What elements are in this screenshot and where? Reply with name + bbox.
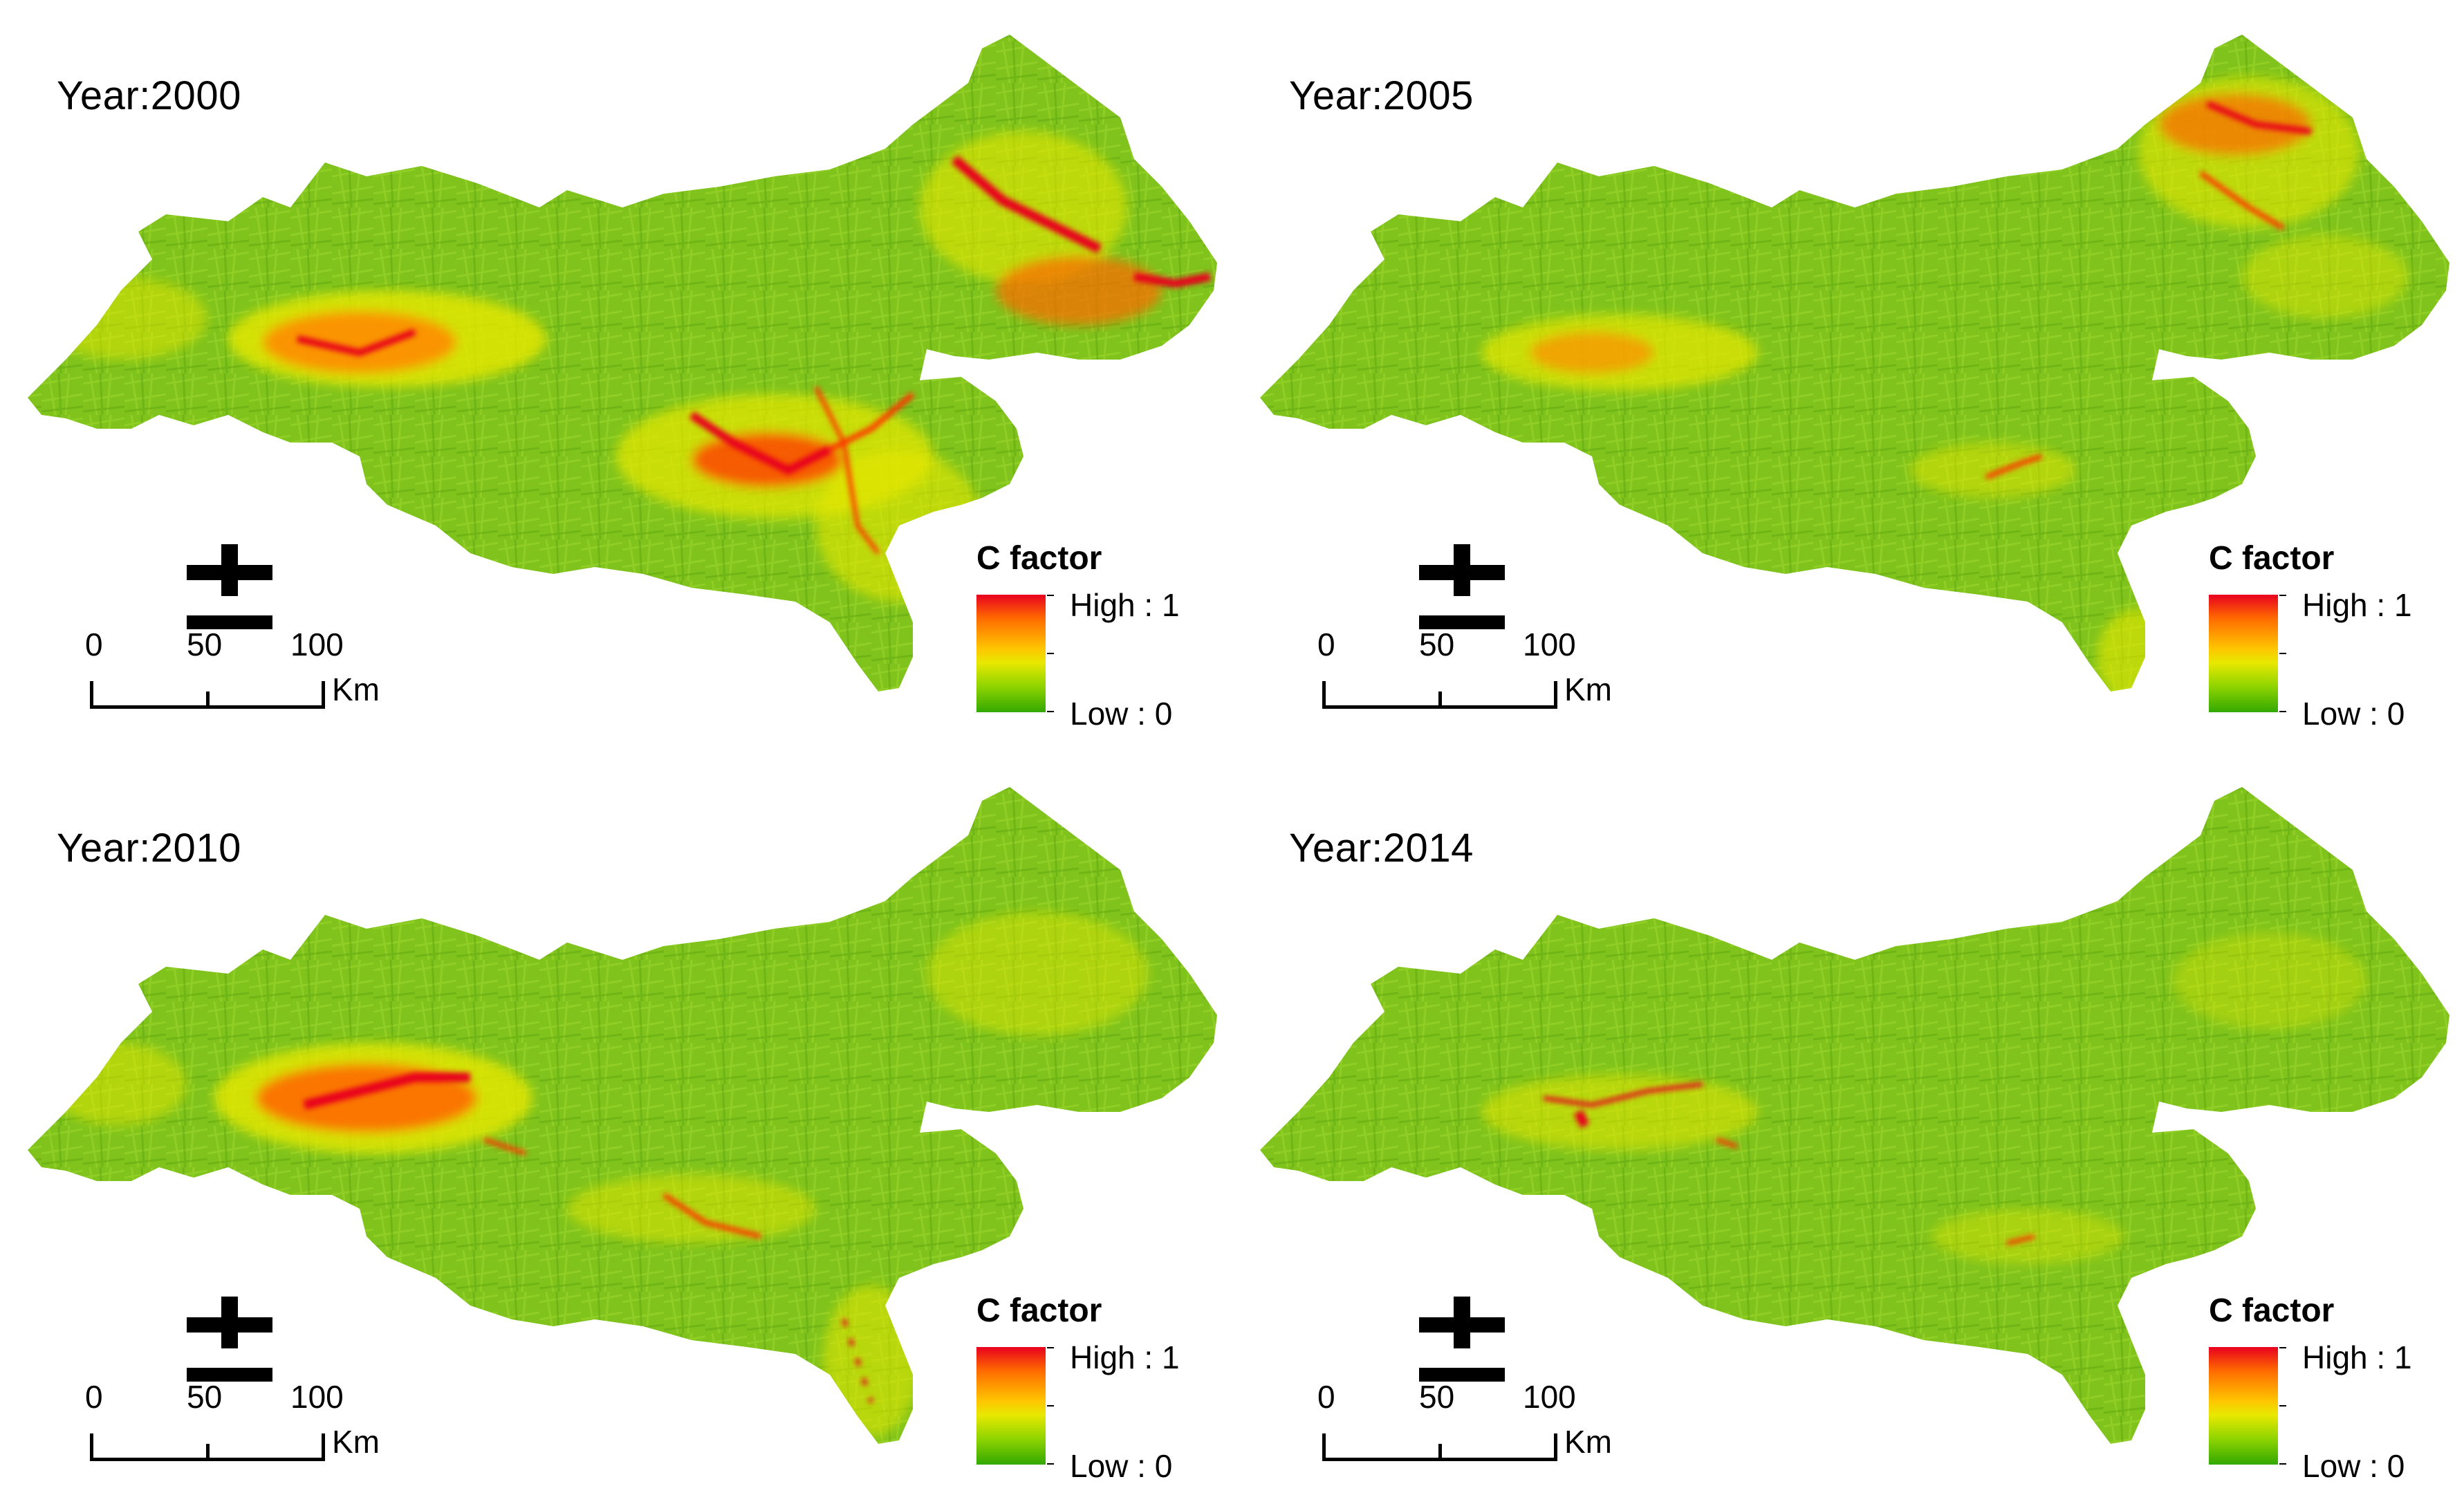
legend-tick bbox=[1047, 595, 1054, 596]
legend-high-label: High : 1 bbox=[2302, 1339, 2412, 1375]
legend: C factor High : 1 Low : 0 bbox=[976, 1292, 1225, 1499]
scale-tick bbox=[206, 691, 210, 709]
legend-color-ramp bbox=[2209, 595, 2278, 712]
scale-bar: 0 50 100 Km bbox=[1305, 1378, 1651, 1468]
north-arrow-icon bbox=[1419, 1297, 1505, 1382]
scale-unit: Km bbox=[332, 1424, 380, 1460]
legend-high-label: High : 1 bbox=[2302, 587, 2412, 623]
north-arrow-icon bbox=[187, 544, 272, 629]
north-arrow-icon bbox=[187, 1297, 272, 1382]
scale-tick-label: 0 bbox=[85, 1379, 103, 1415]
c-factor-map bbox=[1260, 787, 2449, 1444]
scale-tick bbox=[90, 681, 93, 709]
scale-bar: 0 50 100 Km bbox=[73, 626, 418, 716]
scale-bar: 0 50 100 Km bbox=[73, 1378, 418, 1468]
legend-low-label: Low : 0 bbox=[2302, 696, 2405, 732]
scale-tick bbox=[322, 1433, 325, 1461]
legend-tick bbox=[2279, 711, 2286, 712]
scale-tick bbox=[1322, 1433, 1326, 1461]
legend-tick bbox=[2279, 595, 2286, 596]
legend-tick bbox=[2279, 1347, 2286, 1348]
legend-tick bbox=[2279, 1405, 2286, 1406]
map-panel-2000: Year:2000 0 50 100 Km C factor High : 1 … bbox=[0, 0, 1232, 752]
year-label: Year:2000 bbox=[57, 73, 241, 118]
scale-unit: Km bbox=[332, 671, 380, 707]
scale-tick bbox=[1438, 691, 1442, 709]
legend-high-label: High : 1 bbox=[1070, 587, 1180, 623]
legend-color-ramp bbox=[976, 595, 1046, 712]
north-arrow-icon bbox=[1419, 544, 1505, 629]
scale-tick bbox=[1322, 681, 1326, 709]
scale-tick-label: 0 bbox=[85, 626, 103, 662]
legend-tick bbox=[1047, 1405, 1054, 1406]
map-panel-2014: Year:2014 0 50 100 Km C factor High : 1 … bbox=[1232, 752, 2464, 1504]
legend-low-label: Low : 0 bbox=[1070, 696, 1173, 732]
scale-tick-label: 50 bbox=[1419, 626, 1455, 662]
scale-unit: Km bbox=[1564, 671, 1612, 707]
scale-tick bbox=[1554, 681, 1557, 709]
legend-title: C factor bbox=[2209, 540, 2335, 577]
scale-tick bbox=[206, 1444, 210, 1461]
legend-tick bbox=[1047, 711, 1054, 712]
legend-tick bbox=[1047, 1347, 1054, 1348]
c-factor-map bbox=[1260, 35, 2449, 691]
legend-tick bbox=[1047, 1463, 1054, 1465]
scale-tick bbox=[90, 1433, 93, 1461]
c-factor-map bbox=[28, 35, 1217, 691]
c-factor-map bbox=[28, 787, 1217, 1444]
scale-tick-label: 100 bbox=[290, 626, 344, 662]
scale-tick-label: 100 bbox=[290, 1379, 344, 1415]
scale-tick bbox=[1554, 1433, 1557, 1461]
legend: C factor High : 1 Low : 0 bbox=[2209, 539, 2458, 747]
scale-tick-label: 50 bbox=[187, 626, 223, 662]
scale-tick-label: 50 bbox=[187, 1379, 223, 1415]
legend-low-label: Low : 0 bbox=[2302, 1448, 2405, 1484]
legend-title: C factor bbox=[976, 540, 1102, 577]
legend: C factor High : 1 Low : 0 bbox=[2209, 1292, 2458, 1499]
scale-tick bbox=[322, 681, 325, 709]
scale-tick bbox=[1438, 1444, 1442, 1461]
year-label: Year:2014 bbox=[1289, 826, 1474, 871]
year-label: Year:2005 bbox=[1289, 73, 1474, 118]
legend-tick bbox=[2279, 1463, 2286, 1465]
scale-tick-label: 100 bbox=[1523, 626, 1576, 662]
legend-low-label: Low : 0 bbox=[1070, 1448, 1173, 1484]
legend-high-label: High : 1 bbox=[1070, 1339, 1180, 1375]
scale-tick-label: 0 bbox=[1317, 1379, 1335, 1415]
legend-tick bbox=[2279, 653, 2286, 654]
legend-color-ramp bbox=[976, 1347, 1046, 1465]
legend: C factor High : 1 Low : 0 bbox=[976, 539, 1225, 747]
map-panel-2005: Year:2005 0 50 100 Km C factor High : 1 … bbox=[1232, 0, 2464, 752]
scale-tick-label: 100 bbox=[1523, 1379, 1576, 1415]
legend-tick bbox=[1047, 653, 1054, 654]
legend-title: C factor bbox=[2209, 1292, 2335, 1329]
scale-tick-label: 50 bbox=[1419, 1379, 1455, 1415]
map-panel-2010: Year:2010 0 50 100 Km C factor High : 1 … bbox=[0, 752, 1232, 1504]
legend-color-ramp bbox=[2209, 1347, 2278, 1465]
scale-bar: 0 50 100 Km bbox=[1305, 626, 1651, 716]
scale-tick-label: 0 bbox=[1317, 626, 1335, 662]
scale-unit: Km bbox=[1564, 1424, 1612, 1460]
legend-title: C factor bbox=[976, 1292, 1102, 1329]
year-label: Year:2010 bbox=[57, 826, 241, 871]
